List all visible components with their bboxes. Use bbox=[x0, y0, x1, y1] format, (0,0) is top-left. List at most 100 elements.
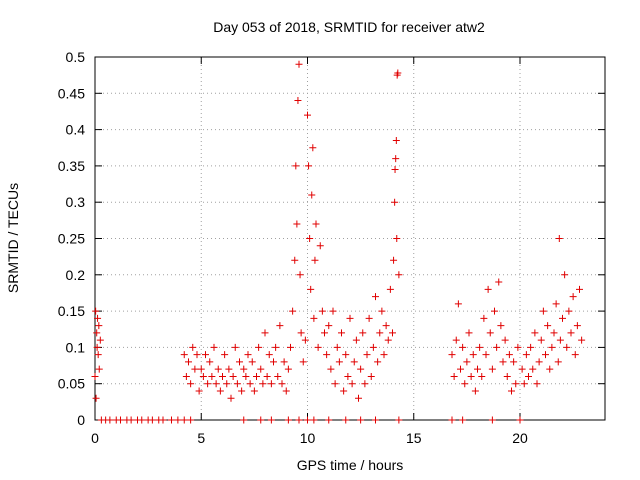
y-tick-label: 0.05 bbox=[58, 376, 85, 392]
data-point bbox=[174, 416, 182, 424]
data-point bbox=[314, 343, 322, 351]
data-point bbox=[216, 387, 224, 395]
data-point bbox=[292, 162, 300, 170]
data-point bbox=[493, 343, 501, 351]
data-point bbox=[248, 358, 256, 366]
data-point bbox=[294, 97, 302, 105]
data-point bbox=[372, 293, 379, 301]
data-point bbox=[378, 307, 386, 315]
data-point bbox=[571, 351, 579, 359]
data-point bbox=[223, 380, 231, 388]
data-point bbox=[304, 416, 311, 424]
data-point bbox=[91, 372, 99, 380]
data-point bbox=[382, 322, 390, 330]
data-point bbox=[199, 372, 207, 380]
data-point bbox=[497, 322, 505, 330]
data-point bbox=[452, 336, 460, 344]
data-point bbox=[94, 314, 102, 322]
data-point bbox=[495, 278, 503, 286]
y-tick-label: 0.3 bbox=[66, 194, 86, 210]
data-point bbox=[467, 372, 475, 380]
data-point bbox=[240, 365, 248, 373]
data-point bbox=[180, 416, 188, 424]
data-point bbox=[474, 365, 481, 373]
data-point bbox=[95, 322, 103, 330]
data-point bbox=[263, 372, 271, 380]
data-point bbox=[293, 220, 301, 228]
data-point bbox=[296, 271, 304, 279]
data-point bbox=[272, 343, 280, 351]
data-point bbox=[546, 365, 554, 373]
data-point bbox=[357, 365, 365, 373]
data-point bbox=[180, 351, 188, 359]
data-point bbox=[312, 220, 320, 228]
data-point bbox=[555, 235, 563, 242]
data-point bbox=[463, 358, 471, 366]
data-point bbox=[488, 416, 496, 424]
x-tick-label: 15 bbox=[406, 430, 422, 446]
data-point bbox=[93, 329, 101, 337]
data-point bbox=[365, 314, 373, 322]
data-point bbox=[508, 387, 515, 395]
y-tick-label: 0.4 bbox=[66, 122, 86, 138]
data-point bbox=[537, 336, 545, 344]
data-point bbox=[95, 365, 103, 373]
data-point bbox=[512, 380, 520, 388]
data-point bbox=[516, 416, 524, 424]
data-point bbox=[499, 358, 507, 366]
data-point bbox=[501, 336, 509, 344]
data-point bbox=[338, 329, 345, 337]
data-point bbox=[503, 372, 511, 380]
data-point bbox=[539, 307, 547, 315]
data-point bbox=[340, 387, 348, 395]
data-point bbox=[389, 329, 396, 337]
data-point bbox=[448, 351, 456, 359]
data-point bbox=[210, 343, 218, 351]
data-point bbox=[454, 300, 462, 308]
data-point bbox=[529, 365, 537, 373]
data-point bbox=[318, 307, 326, 315]
data-point bbox=[185, 358, 192, 366]
data-point bbox=[471, 387, 479, 395]
data-point bbox=[363, 351, 371, 359]
data-point bbox=[127, 416, 135, 424]
data-point bbox=[182, 372, 190, 380]
data-point bbox=[457, 365, 464, 373]
data-point bbox=[276, 322, 284, 330]
y-tick-label: 0.15 bbox=[58, 303, 85, 319]
y-tick-label: 0.2 bbox=[66, 267, 86, 283]
data-point bbox=[92, 394, 100, 402]
data-point bbox=[212, 380, 220, 388]
data-point bbox=[563, 343, 571, 351]
data-point bbox=[92, 307, 100, 315]
data-point bbox=[569, 293, 577, 301]
x-tick-label: 10 bbox=[300, 430, 316, 446]
data-point bbox=[193, 351, 201, 359]
data-point bbox=[461, 380, 469, 388]
data-point bbox=[391, 166, 399, 174]
data-point bbox=[270, 358, 277, 366]
data-point bbox=[333, 343, 341, 351]
data-point bbox=[221, 351, 229, 359]
data-point bbox=[480, 314, 488, 322]
data-point bbox=[548, 343, 556, 351]
data-point bbox=[392, 155, 400, 163]
data-point bbox=[522, 351, 530, 359]
data-point bbox=[202, 351, 209, 359]
y-tick-label: 0 bbox=[77, 412, 85, 428]
data-point bbox=[459, 343, 467, 351]
data-point bbox=[384, 336, 392, 344]
data-point bbox=[225, 365, 233, 373]
data-point bbox=[391, 198, 399, 206]
data-point bbox=[311, 256, 319, 264]
data-point bbox=[542, 351, 549, 359]
data-point bbox=[117, 416, 124, 424]
data-point bbox=[567, 329, 575, 337]
data-point bbox=[261, 329, 269, 337]
data-point bbox=[346, 314, 354, 322]
data-point bbox=[476, 343, 484, 351]
data-point bbox=[106, 416, 114, 424]
data-point bbox=[488, 365, 496, 373]
data-point bbox=[544, 322, 552, 330]
data-point bbox=[168, 416, 175, 424]
